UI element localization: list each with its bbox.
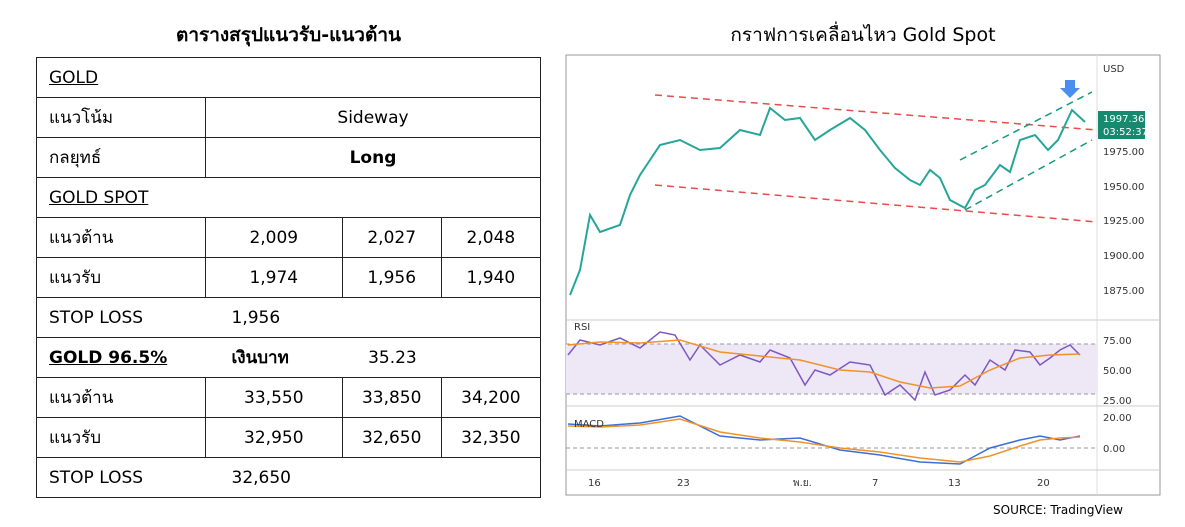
x-tick-label: 7 (872, 478, 878, 489)
currency-label: USD (1103, 64, 1125, 75)
table-cell: 32,650 (205, 457, 541, 498)
x-tick-label: 16 (588, 478, 601, 489)
table-row: กลยุทธ์ Long (36, 137, 541, 178)
price-tick: 1975.00 (1103, 147, 1144, 158)
table-cell: 1,940 (440, 257, 542, 298)
table-cell: STOP LOSS (36, 457, 206, 498)
rsi-tick: 25.00 (1103, 396, 1132, 407)
price-tick: 1950.00 (1103, 182, 1144, 193)
last-price: 1997.36 (1103, 114, 1144, 125)
table-row: STOP LOSS 32,650 (36, 457, 541, 498)
macd-tick: 0.00 (1103, 444, 1125, 455)
table-cell: 33,550 (205, 377, 343, 418)
x-tick-label: 13 (948, 478, 961, 489)
table-cell: 32,650 (341, 417, 442, 458)
table-row: แนวต้าน 2,009 2,027 2,048 (36, 217, 542, 258)
table-cell: 34,200 (440, 377, 542, 418)
table-row: แนวรับ 32,950 32,650 32,350 (36, 417, 542, 458)
price-line (569, 106, 1086, 296)
x-tick-label: พ.ย. (793, 478, 812, 489)
table-cell: STOP LOSS (36, 297, 206, 338)
table-cell: 35.23 (342, 337, 542, 378)
rsi-tick: 50.00 (1103, 366, 1132, 377)
table-title: ตารางสรุปแนวรับ-แนวต้าน (176, 24, 401, 46)
table-cell: แนวต้าน (36, 217, 206, 258)
table-cell: 33,850 (341, 377, 442, 418)
x-tick-label: 23 (677, 478, 690, 489)
countdown: 03:52:37 (1103, 127, 1148, 138)
price-tick: 1900.00 (1103, 251, 1144, 262)
table-cell: แนวต้าน (36, 377, 206, 418)
chart-title: กราฟการเคลื่อนไหว Gold Spot (730, 24, 996, 46)
rsi-band (566, 344, 1097, 394)
channel-line (964, 139, 1093, 211)
trend-line (654, 94, 1098, 131)
table-row: STOP LOSS 1,956 (36, 297, 541, 338)
price-tick: 1875.00 (1103, 286, 1144, 297)
table-cell: แนวรับ (36, 417, 206, 458)
chart-frame (565, 54, 1161, 496)
table-row: GOLD SPOT (36, 177, 541, 218)
table-cell: กลยุทธ์ (36, 137, 206, 178)
arrow-icon (1060, 80, 1080, 98)
rsi-tick: 75.00 (1103, 336, 1132, 347)
table-cell: 32,350 (440, 417, 542, 458)
table-cell: 1,956 (341, 257, 442, 298)
table-cell: Long (205, 137, 541, 178)
table-cell: GOLD 96.5% (36, 337, 206, 378)
rsi-label: RSI (574, 322, 590, 333)
macd-tick: 20.00 (1103, 413, 1132, 424)
table-cell: เงินบาท (205, 337, 343, 378)
macd-label: MACD (574, 419, 604, 430)
table-cell: 1,956 (205, 297, 541, 338)
x-tick-label: 20 (1037, 478, 1050, 489)
channel-line (959, 91, 1093, 161)
trend-line (654, 184, 1098, 223)
table-row: แนวต้าน 33,550 33,850 34,200 (36, 377, 542, 418)
price-tick: 1925.00 (1103, 216, 1144, 227)
table-cell: 2,027 (341, 217, 442, 258)
table-cell: 2,048 (440, 217, 542, 258)
levels-table: GOLD แนวโน้ม Sideway กลยุทธ์ Long GOLD SPOT แน… (36, 57, 542, 498)
table-row: GOLD 96.5% เงินบาท 35.23 (36, 337, 542, 378)
table-cell: 2,009 (205, 217, 343, 258)
price-tag (1098, 111, 1145, 139)
source: SOURCE: TradingView (993, 503, 1123, 517)
table-cell: GOLD SPOT (36, 177, 541, 218)
